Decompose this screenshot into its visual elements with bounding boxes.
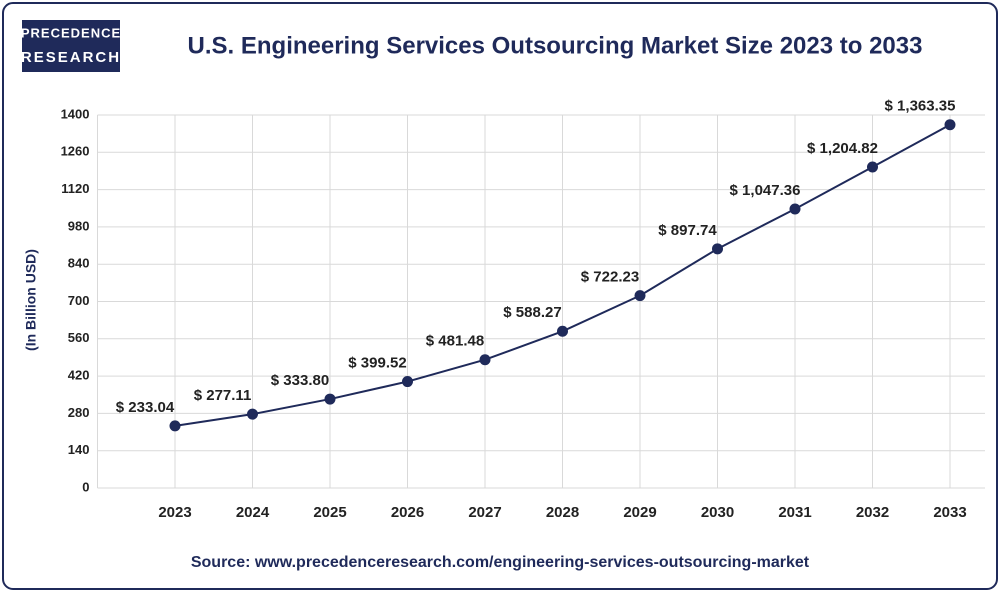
y-tick-label: 280: [68, 405, 90, 420]
point: [169, 420, 181, 432]
y-tick-label: 1260: [61, 144, 90, 159]
value-label: $ 588.27: [503, 304, 561, 321]
value-label: $ 481.48: [426, 333, 484, 350]
x-tick-label: 2027: [468, 504, 501, 521]
y-tick-label: 980: [68, 218, 90, 233]
point: [944, 119, 956, 131]
x-tick-label: 2033: [933, 504, 966, 521]
logo-text: RESEARCH: [21, 49, 121, 66]
y-tick-label: 0: [82, 479, 89, 494]
value-label: $ 722.23: [581, 269, 639, 286]
point: [789, 203, 801, 215]
logo-text: PRECEDENCE: [21, 25, 121, 40]
x-tick-label: 2026: [391, 504, 424, 521]
x-tick-label: 2029: [623, 504, 656, 521]
point: [634, 290, 646, 302]
point: [324, 393, 336, 405]
value-label: $ 277.11: [194, 387, 252, 404]
y-tick-label: 840: [68, 256, 90, 271]
x-tick-label: 2031: [778, 504, 811, 521]
value-label: $ 399.52: [348, 355, 406, 372]
point: [557, 325, 568, 337]
y-tick-label: 560: [68, 330, 90, 345]
y-tick-label: 1120: [61, 181, 89, 196]
value-label: $ 233.04: [116, 399, 175, 416]
x-tick-label: 2023: [158, 504, 191, 521]
chart-title: U.S. Engineering Services Outsourcing Ma…: [188, 32, 923, 59]
point: [867, 161, 878, 173]
x-tick-label: 2028: [546, 504, 579, 521]
point: [479, 354, 491, 366]
value-label: $ 333.80: [271, 372, 329, 389]
point: [402, 376, 413, 388]
x-tick-label: 2025: [313, 504, 346, 521]
x-tick-label: 2032: [856, 504, 889, 521]
value-label: $ 1,204.82: [807, 140, 878, 157]
source: Source: www.precedenceresearch.com/engin…: [191, 554, 810, 571]
x-tick-label: 2030: [701, 504, 734, 521]
y-tick-label: 420: [68, 368, 90, 383]
point: [247, 408, 258, 420]
logo-box: [22, 20, 120, 72]
x-tick-label: 2024: [236, 504, 270, 521]
value-label: $ 1,047.36: [730, 182, 801, 199]
y-tick-label: 700: [68, 293, 90, 308]
value-label: $ 897.74: [658, 222, 717, 239]
y-tick-label: 140: [68, 442, 90, 457]
point: [712, 243, 723, 255]
value-label: $ 1,363.35: [885, 98, 956, 115]
y-tick-label: 1400: [61, 106, 90, 121]
y-axis-label: (In Billion USD): [23, 249, 39, 351]
